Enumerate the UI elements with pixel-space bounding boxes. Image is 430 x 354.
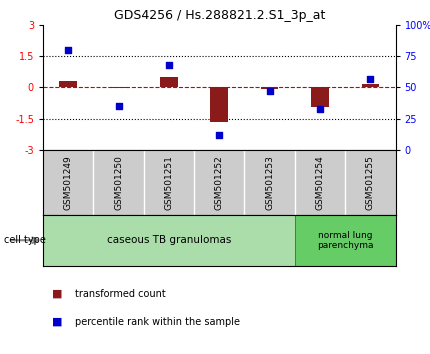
Point — [367, 76, 374, 81]
Text: caseous TB granulomas: caseous TB granulomas — [107, 235, 231, 245]
Point — [216, 132, 223, 138]
Bar — [110, 87, 127, 88]
Point — [316, 106, 323, 112]
Text: GSM501254: GSM501254 — [316, 155, 325, 210]
Bar — [59, 81, 77, 87]
Text: GSM501250: GSM501250 — [114, 155, 123, 210]
Bar — [160, 76, 178, 87]
Bar — [211, 87, 228, 122]
Bar — [295, 215, 396, 266]
Text: GSM501249: GSM501249 — [64, 155, 73, 210]
Text: ■: ■ — [52, 317, 62, 327]
Bar — [311, 87, 329, 107]
Text: GSM501251: GSM501251 — [164, 155, 173, 210]
Point — [166, 62, 172, 68]
Text: cell type: cell type — [4, 235, 46, 245]
Text: GSM501255: GSM501255 — [366, 155, 375, 210]
Bar — [362, 84, 379, 87]
Text: transformed count: transformed count — [75, 289, 166, 299]
Text: normal lung
parenchyma: normal lung parenchyma — [317, 230, 374, 250]
Text: GSM501253: GSM501253 — [265, 155, 274, 210]
Point — [115, 103, 122, 109]
Bar — [261, 87, 279, 89]
Title: GDS4256 / Hs.288821.2.S1_3p_at: GDS4256 / Hs.288821.2.S1_3p_at — [114, 9, 325, 22]
Text: percentile rank within the sample: percentile rank within the sample — [75, 317, 240, 327]
Text: ■: ■ — [52, 289, 62, 299]
Bar — [43, 215, 295, 266]
Text: GSM501252: GSM501252 — [215, 155, 224, 210]
Point — [266, 88, 273, 94]
Point — [65, 47, 72, 53]
